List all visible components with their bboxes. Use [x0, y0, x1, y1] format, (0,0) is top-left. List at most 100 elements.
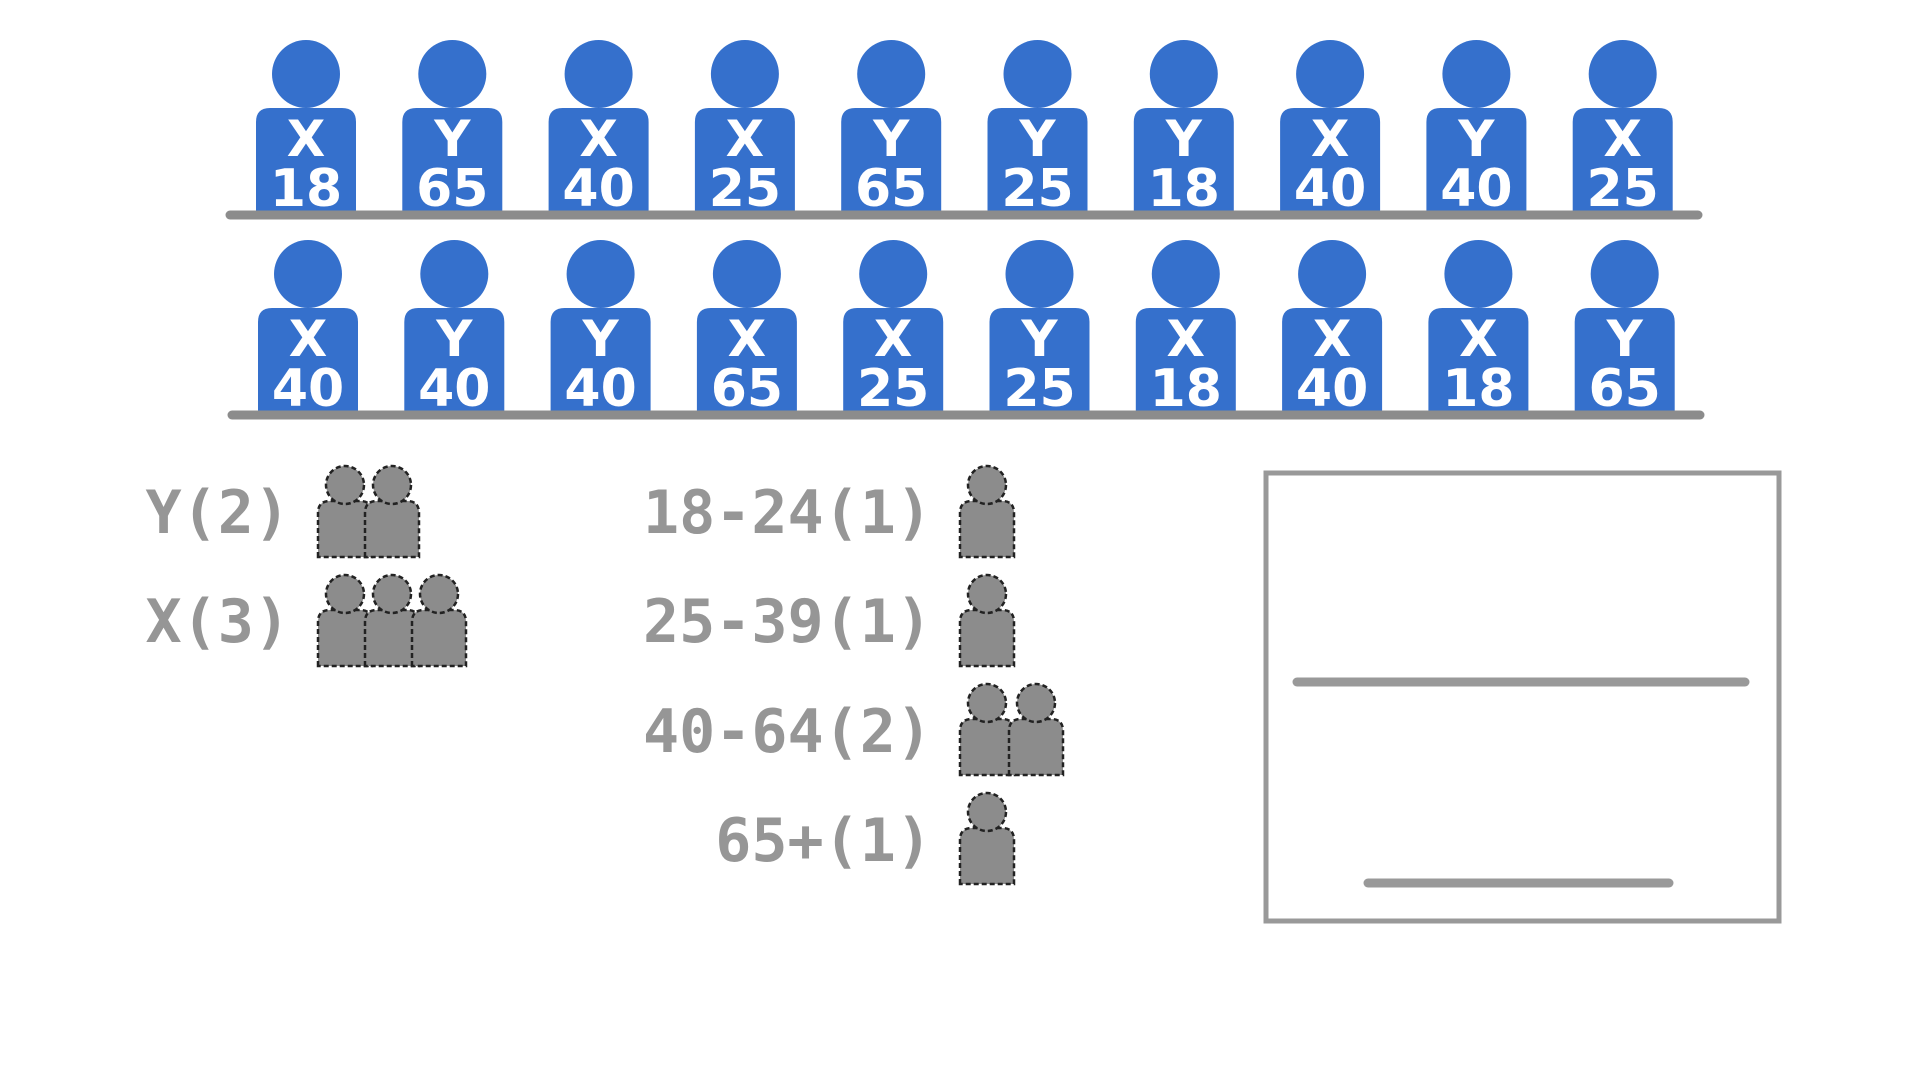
person-figure: Y65	[402, 40, 503, 219]
person-age-label: 25	[1001, 159, 1073, 219]
person-group-label: Y	[1165, 110, 1203, 168]
person-figure: Y65	[1574, 240, 1675, 419]
population-rows: X18Y65X40X25Y65Y25Y18X40Y40X25X40Y40Y40X…	[225, 40, 1705, 420]
person-age-label: 25	[1587, 159, 1659, 219]
person-age-label: 25	[1003, 359, 1075, 419]
person-icon	[841, 40, 942, 215]
person-group-label: Y	[1606, 310, 1644, 368]
person-group-label: X	[289, 310, 328, 368]
person-figure: X65	[696, 240, 797, 419]
person-age-label: 40	[1294, 159, 1366, 219]
person-icon	[404, 240, 505, 415]
person-icon	[696, 240, 797, 415]
person-group-label: X	[874, 310, 913, 368]
person-icon	[987, 40, 1088, 215]
group-legend-entry: Y(2)	[146, 464, 421, 559]
person-age-label: 40	[564, 359, 636, 419]
age-legend: 18-24(1) 25-39(1) 40-64(2) 65+(1)	[643, 464, 1065, 886]
age-legend-entry: 18-24(1)	[643, 464, 1016, 559]
person-figure: X18	[1428, 240, 1529, 419]
legend-person-icon	[958, 573, 1016, 668]
person-group-label: X	[1167, 310, 1206, 368]
person-icon	[694, 40, 795, 215]
person-age-label: 65	[855, 159, 927, 219]
person-group-label: X	[726, 110, 765, 168]
person-icon	[1280, 40, 1381, 215]
legend-person-icon	[316, 573, 374, 668]
person-group-label: X	[1603, 110, 1642, 168]
person-group-label: Y	[433, 110, 471, 168]
legend-person-icon	[316, 464, 374, 559]
person-age-label: 40	[272, 359, 344, 419]
legend-person-icon	[363, 464, 421, 559]
person-age-label: 65	[711, 359, 783, 419]
legend-person-icon	[958, 791, 1016, 886]
age-legend-entry: 40-64(2)	[643, 682, 1065, 777]
person-age-label: 18	[1150, 359, 1222, 419]
person-group-label: Y	[1018, 110, 1056, 168]
age-legend-entry: 25-39(1)	[643, 573, 1016, 668]
person-group-label: X	[1459, 310, 1498, 368]
legend-person-icon	[410, 573, 468, 668]
person-group-label: Y	[872, 110, 910, 168]
person-icon	[1428, 240, 1529, 415]
sample-legends: Y(2) X(3) 18-24(1) 25-39(1) 40-64(2) 65+(1)	[146, 464, 1065, 886]
person-figure: Y25	[987, 40, 1088, 219]
person-icon	[1574, 240, 1675, 415]
person-age-label: 25	[857, 359, 929, 419]
group-legend: Y(2) X(3)	[146, 464, 468, 668]
person-figure: X40	[258, 240, 358, 419]
person-icon	[256, 40, 356, 215]
answer-box	[1263, 470, 1782, 924]
person-age-label: 65	[416, 159, 488, 219]
person-icon	[1135, 240, 1236, 415]
person-group-label: Y	[1020, 310, 1058, 368]
person-age-label: 40	[1440, 159, 1512, 219]
person-icon	[1426, 40, 1527, 215]
person-group-label: X	[728, 310, 767, 368]
person-icon	[843, 240, 944, 415]
person-figure: X18	[256, 40, 356, 219]
legend-person-icon	[1007, 682, 1065, 777]
person-age-label: 40	[562, 159, 634, 219]
person-group-label: X	[1313, 310, 1352, 368]
group-legend-label: X(3)	[146, 587, 291, 657]
legend-person-icon	[958, 464, 1016, 559]
age-legend-label: 25-39(1)	[643, 587, 932, 657]
group-legend-entry: X(3)	[146, 573, 468, 668]
person-group-label: X	[1311, 110, 1350, 168]
person-age-label: 65	[1589, 359, 1661, 419]
legend-person-icon	[363, 573, 421, 668]
age-legend-label: 65+(1)	[715, 806, 932, 876]
person-icon	[402, 40, 503, 215]
person-figure: Y40	[1426, 40, 1527, 219]
person-age-label: 40	[1296, 359, 1368, 419]
person-icon	[1282, 240, 1383, 415]
person-group-label: Y	[435, 310, 473, 368]
person-figure: X25	[694, 40, 795, 219]
group-legend-label: Y(2)	[146, 478, 291, 548]
answer-box-frame	[1263, 470, 1782, 924]
person-group-label: Y	[1457, 110, 1495, 168]
person-figure: X40	[1282, 240, 1383, 419]
person-figure: X40	[1280, 40, 1381, 219]
person-icon	[258, 240, 358, 415]
person-age-label: 40	[418, 359, 490, 419]
person-figure: X25	[843, 240, 944, 419]
person-figure: Y65	[841, 40, 942, 219]
person-icon	[989, 240, 1090, 415]
age-legend-entry: 65+(1)	[715, 791, 1016, 886]
age-legend-label: 40-64(2)	[643, 697, 932, 767]
person-age-label: 25	[709, 159, 781, 219]
person-figure: Y40	[550, 240, 651, 419]
person-icon	[1572, 40, 1673, 215]
person-group-label: X	[287, 110, 326, 168]
person-figure: Y40	[404, 240, 505, 419]
legend-person-icon	[958, 682, 1016, 777]
person-icon	[1133, 40, 1234, 215]
person-group-label: X	[579, 110, 618, 168]
person-figure: Y18	[1133, 40, 1234, 219]
person-age-label: 18	[1442, 359, 1514, 419]
